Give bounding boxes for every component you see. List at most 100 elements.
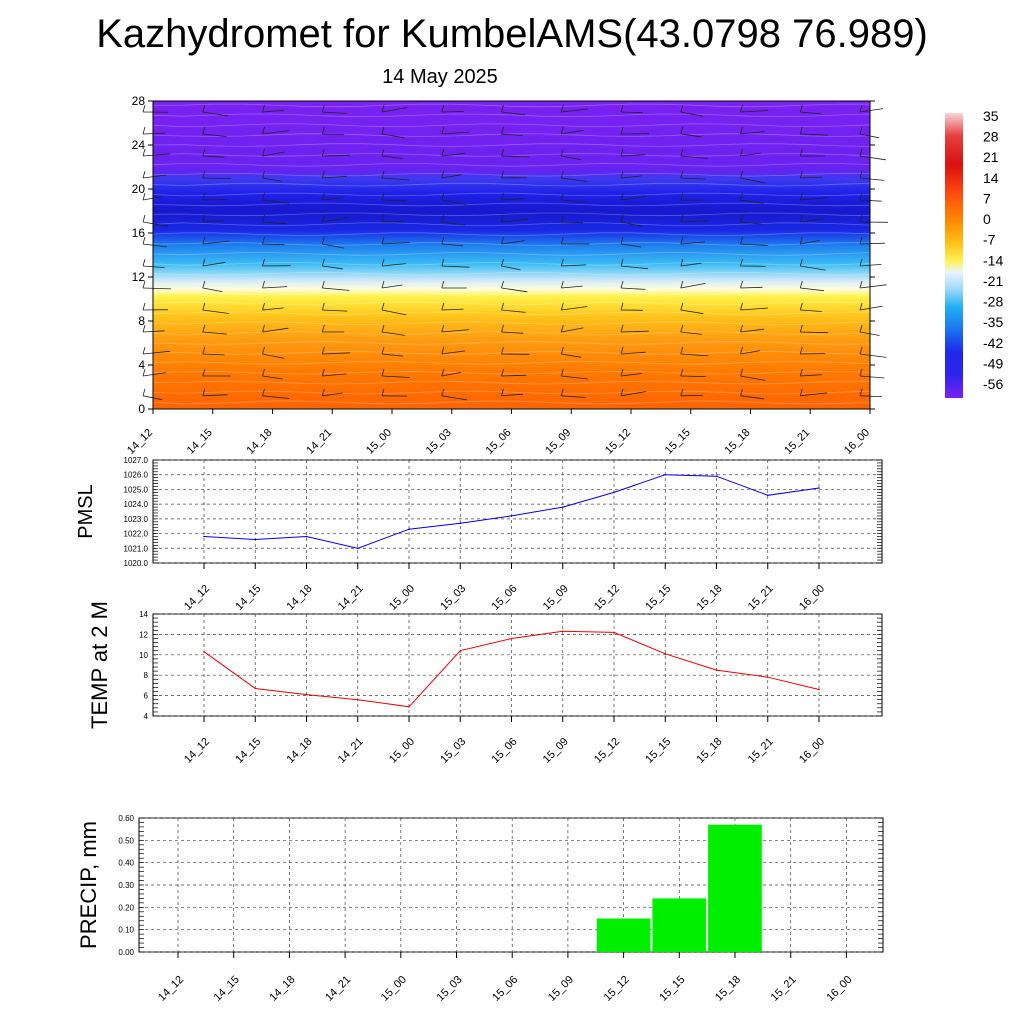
x-tick-label: 16_00 [797, 736, 827, 766]
contour-line [152, 202, 871, 207]
wind-barb-feather [142, 148, 146, 157]
y-tick-label: 16 [132, 226, 146, 240]
wind-barb-feather [381, 236, 385, 245]
wind-barb [381, 353, 404, 357]
wind-barb [202, 353, 225, 356]
contour-line [152, 351, 871, 355]
wind-barb-feather [501, 214, 504, 223]
heatmap-fill [153, 101, 870, 409]
wind-barb-feather [620, 126, 624, 135]
wind-barb-feather [859, 104, 863, 113]
y-tick-label: 0.10 [118, 926, 134, 935]
x-tick-label: 16_00 [824, 974, 854, 1004]
wind-barb-feather [799, 148, 803, 157]
wind-barb-feather [202, 302, 206, 311]
wind-barb-feather [560, 258, 564, 267]
wind-barb [680, 353, 709, 357]
wind-barb-feather [680, 170, 684, 179]
wind-barb [501, 198, 524, 201]
wind-barb [680, 177, 706, 180]
wind-barb [620, 154, 646, 157]
wind-barb [262, 307, 284, 311]
wind-barb-feather [859, 368, 863, 377]
wind-barb-feather [620, 170, 624, 179]
wind-barb-feather [321, 104, 325, 113]
wind-barb-feather [560, 280, 564, 289]
x-tick-label: 15_12 [602, 974, 632, 1004]
wind-barb-feather [680, 302, 684, 311]
wind-barb-feather [142, 258, 146, 267]
y-axis-label: TEMP at 2 M [87, 601, 112, 729]
wind-barb-feather [560, 368, 564, 377]
wind-barb [381, 284, 403, 289]
x-tick-label: 14_21 [336, 736, 366, 766]
y-tick-label: 6 [144, 692, 149, 701]
wind-barb-feather [680, 148, 684, 157]
x-tick-label: 14_21 [323, 974, 353, 1004]
wind-barb-feather [441, 302, 445, 311]
x-tick-label: 14_21 [336, 583, 366, 613]
wind-barb-feather [321, 388, 325, 396]
wind-barb-feather [262, 236, 265, 245]
wind-barb [381, 133, 405, 139]
wind-barb [859, 199, 882, 202]
wind-barb [680, 133, 702, 138]
wind-barb-feather [321, 258, 325, 267]
wind-barb-feather [799, 302, 803, 311]
wind-barb-feather [202, 214, 206, 223]
wind-barb [381, 155, 403, 159]
wind-barb-feather [859, 324, 863, 333]
wind-barb-feather [740, 214, 743, 223]
x-tick-label: 15_09 [543, 427, 573, 457]
wind-barb-feather [680, 280, 684, 289]
wind-barb [859, 155, 886, 161]
wind-barb [262, 109, 284, 113]
wind-barb [202, 394, 228, 397]
wind-barb [441, 372, 462, 377]
panel-frame [152, 613, 883, 717]
wind-barb-feather [202, 192, 206, 201]
wind-barb-feather [441, 324, 445, 333]
wind-barb [561, 375, 588, 380]
wind-barb-feather [381, 258, 385, 267]
wind-barb-feather [740, 258, 743, 267]
data-point [613, 491, 615, 494]
precip-bar [652, 898, 707, 952]
y-tick-label: 4 [138, 358, 145, 372]
wind-barb-feather [560, 104, 564, 113]
wind-barb [322, 309, 348, 312]
wind-barb-feather [799, 214, 803, 223]
data-point [459, 522, 462, 525]
x-tick-label: 14_18 [285, 583, 315, 613]
wind-barb-feather [560, 214, 564, 223]
heatmap-panel: 0 4 8 12 16 20 24 28 14_12 14_15 14_18 14_21 15_00 15… [125, 94, 889, 457]
wind-barb [262, 221, 288, 225]
wind-barb [620, 351, 646, 355]
wind-barb [142, 153, 171, 157]
wind-barb [680, 155, 708, 159]
wind-barb [322, 111, 347, 114]
wind-barb-feather [680, 324, 684, 333]
wind-barb-feather [859, 126, 863, 135]
wind-barb-feather [381, 388, 385, 396]
data-point [408, 706, 410, 708]
colorbar-label: -49 [983, 355, 1003, 371]
wind-barb-feather [799, 192, 803, 201]
wind-barb [740, 131, 765, 135]
wind-barb-feather [799, 104, 803, 113]
x-tick-label: 14_12 [182, 736, 212, 766]
y-tick-label: 1021.0 [124, 544, 149, 553]
wind-barb [441, 111, 464, 113]
contour-line [152, 321, 871, 326]
x-tick-label: 15_18 [723, 427, 753, 457]
wind-barb-feather [859, 170, 863, 179]
colorbar-label: -35 [983, 314, 1003, 330]
wind-barb [740, 110, 769, 113]
contour-line [152, 232, 871, 236]
x-tick-label: 15_03 [435, 974, 465, 1004]
wind-barb-feather [142, 170, 146, 179]
wind-barb-feather [620, 104, 624, 113]
wind-barb-feather [620, 346, 624, 355]
x-tick-label: 15_21 [746, 736, 776, 766]
y-tick-label: 1025.0 [124, 485, 149, 494]
